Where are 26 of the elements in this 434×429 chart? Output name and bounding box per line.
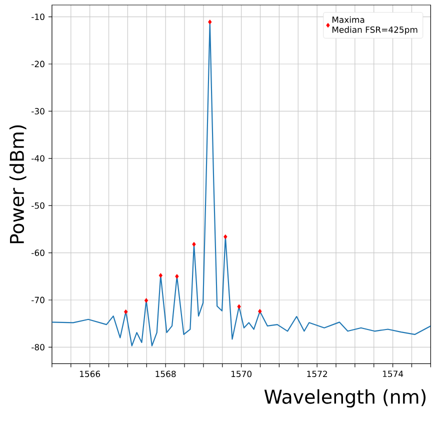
point: [237, 304, 241, 310]
y-axis-title: Power (dBm): [9, 125, 26, 244]
point: [158, 273, 162, 278]
y-tick-label: -70: [32, 296, 44, 304]
x-axis-title: Wavelength (nm): [264, 389, 426, 408]
y-tick-label: -80: [32, 344, 44, 351]
point: [144, 298, 148, 304]
point: [208, 20, 212, 25]
y-tick-label: -10: [32, 14, 44, 20]
point: [192, 242, 196, 247]
x-tick-label: 1572: [307, 370, 327, 378]
point: [124, 310, 128, 314]
x-tick-label: 1568: [156, 370, 176, 378]
point: [175, 274, 179, 279]
y-tick-label: -50: [32, 202, 44, 209]
x-tick-label: 1570: [231, 370, 252, 378]
y-tick-label: -30: [32, 108, 44, 115]
annotation: Median FSR=425pm: [332, 26, 418, 35]
legend-label: Maxima: [332, 16, 364, 24]
point: [258, 309, 262, 314]
y-tick-label: -20: [32, 60, 44, 68]
x-tick-label: 1574: [382, 370, 404, 378]
y-tick-label: -60: [32, 250, 44, 256]
y-tick-label: -40: [32, 155, 44, 162]
point: [224, 234, 228, 240]
x-tick-label: 1566: [80, 370, 100, 378]
